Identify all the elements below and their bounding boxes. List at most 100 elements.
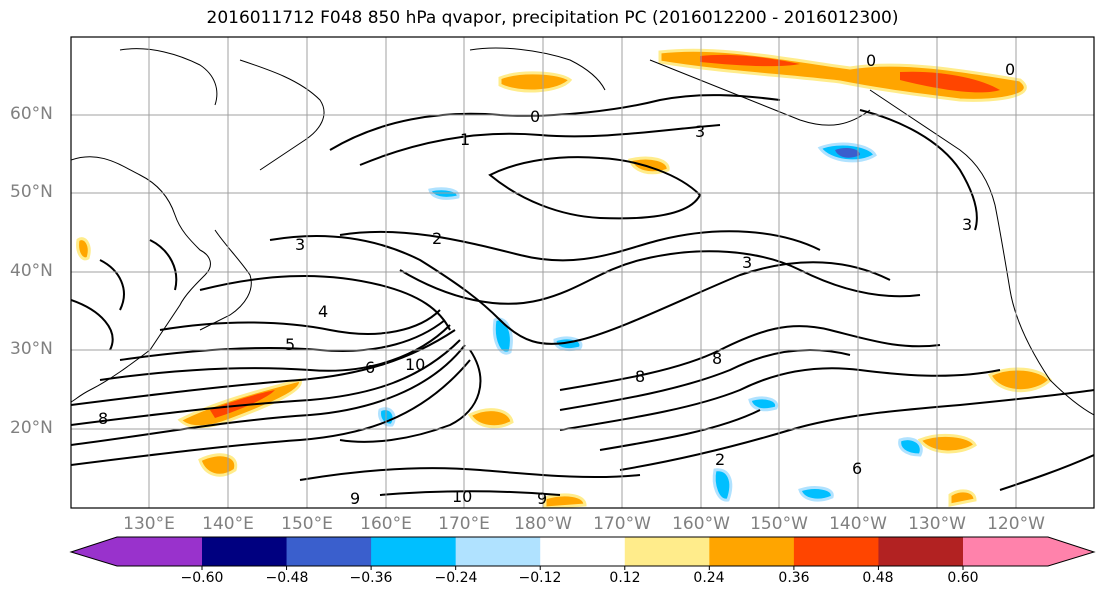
neg-precip-core xyxy=(835,147,860,158)
contour-1 xyxy=(359,124,721,166)
kamchatka-coast xyxy=(239,59,325,171)
contour-label: 0 xyxy=(530,107,540,126)
neg-precip-east xyxy=(898,437,923,457)
colorbar-box xyxy=(540,537,626,566)
colorbar-tick-label: 0.36 xyxy=(778,570,810,586)
lon-label: 150°W xyxy=(750,514,808,534)
colorbar-tick-label: −0.36 xyxy=(349,570,393,586)
contour-label: 8 xyxy=(712,349,722,368)
contour-south-1 xyxy=(299,467,641,481)
lat-label: 50°N xyxy=(10,182,53,202)
contour-east-1 xyxy=(559,325,941,391)
contour-label: 3 xyxy=(742,253,752,272)
precip-south-1 xyxy=(543,493,587,508)
lon-label: 170°E xyxy=(438,514,490,534)
contour-se xyxy=(999,454,1094,491)
lon-label: 160°E xyxy=(360,514,412,534)
precip-east-1 xyxy=(917,433,977,454)
precip-south-2 xyxy=(948,489,977,507)
okhotsk-coast xyxy=(119,48,218,106)
contour-1b xyxy=(488,156,702,220)
precip-mid xyxy=(467,408,514,429)
contour-label: 10 xyxy=(452,487,472,506)
lat-label: 30°N xyxy=(10,339,53,359)
north-america-coast xyxy=(869,89,1094,416)
colorbar-box xyxy=(117,537,202,566)
contour-label: 3 xyxy=(295,235,305,254)
contour-10 xyxy=(71,344,466,446)
contour-w-3 xyxy=(71,299,114,351)
colorbar-box xyxy=(202,537,288,566)
plot-frame xyxy=(70,36,1095,509)
lon-label: 130°W xyxy=(908,514,966,534)
colorbar-box xyxy=(624,537,710,566)
lon-label: 140°W xyxy=(829,514,887,534)
lat-label: 40°N xyxy=(10,261,53,281)
subtropical-precip-south xyxy=(198,453,238,477)
contour-3 xyxy=(269,235,891,345)
contour-11 xyxy=(71,359,471,466)
contour-ne xyxy=(859,109,978,231)
colorbar-box xyxy=(963,537,1048,566)
contour-label: 5 xyxy=(285,335,295,354)
contour-label: 6 xyxy=(365,358,375,377)
contour-loop-mid xyxy=(339,349,482,443)
contour-label: 8 xyxy=(635,367,645,386)
colorbar-tick-label: −0.12 xyxy=(518,570,562,586)
lon-label: 160°W xyxy=(672,514,730,534)
lon-label: 170°W xyxy=(593,514,651,534)
bering-coast xyxy=(469,47,606,91)
precip-strong-shading xyxy=(210,54,1000,418)
aleutian-precip xyxy=(498,71,573,93)
colorbar-box xyxy=(878,537,964,566)
colorbar-tick-label: −0.60 xyxy=(180,570,224,586)
contour-w-1 xyxy=(149,239,178,291)
colorbar-tick-label: 0.60 xyxy=(947,570,979,586)
west-precip-core xyxy=(210,390,275,418)
neg-precip-n xyxy=(428,187,460,200)
contour-w-2 xyxy=(99,259,125,311)
lon-label: 130°E xyxy=(123,514,175,534)
contour-label: 0 xyxy=(866,51,876,70)
contour-0 xyxy=(329,94,781,151)
precip-negative-shading xyxy=(378,142,923,502)
contour-label: 3 xyxy=(962,215,972,234)
colorbar-box xyxy=(286,537,372,566)
contour-label: 3 xyxy=(695,122,705,141)
colorbar-tick-label: −0.24 xyxy=(434,570,478,586)
contour-east-3 xyxy=(559,367,1001,431)
lat-label: 60°N xyxy=(10,104,53,124)
contour-7 xyxy=(99,324,451,381)
contour-labels: 0 1 3 2 3 4 5 10 8 6 9 10 9 3 0 0 3 8 2 … xyxy=(98,51,1015,508)
contour-label: 2 xyxy=(432,229,442,248)
contour-label: 4 xyxy=(318,302,328,321)
colorbar-tick-label: 0.24 xyxy=(693,570,725,586)
neg-precip-s xyxy=(712,468,733,502)
contour-label: 2 xyxy=(715,450,725,469)
lon-label: 120°W xyxy=(987,514,1045,534)
neg-precip-e xyxy=(748,396,779,412)
colorbar-box xyxy=(709,537,795,566)
colorbar-box xyxy=(371,537,457,566)
colorbar-tick-label: −0.48 xyxy=(265,570,309,586)
contour-2 xyxy=(339,230,821,262)
contour-4 xyxy=(199,274,451,331)
graticule xyxy=(71,37,1094,508)
colorbar xyxy=(69,536,1096,570)
lon-label: 150°E xyxy=(281,514,333,534)
contour-label: 1 xyxy=(460,130,470,149)
colorbar-tick-label: 0.48 xyxy=(862,570,894,586)
contour-8 xyxy=(71,329,456,406)
lon-label: 180°W xyxy=(514,514,572,534)
colorbar-outline xyxy=(69,536,1096,567)
contour-label: 9 xyxy=(537,489,547,508)
contour-east-4 xyxy=(599,409,761,451)
contour-label: 9 xyxy=(350,489,360,508)
neg-precip-s2 xyxy=(798,486,834,502)
contour-label: 10 xyxy=(405,355,425,374)
colorbar-box xyxy=(455,537,541,566)
contour-label: 6 xyxy=(852,459,862,478)
alaska-precip-core-2 xyxy=(900,71,1000,93)
precip-n xyxy=(627,156,670,175)
